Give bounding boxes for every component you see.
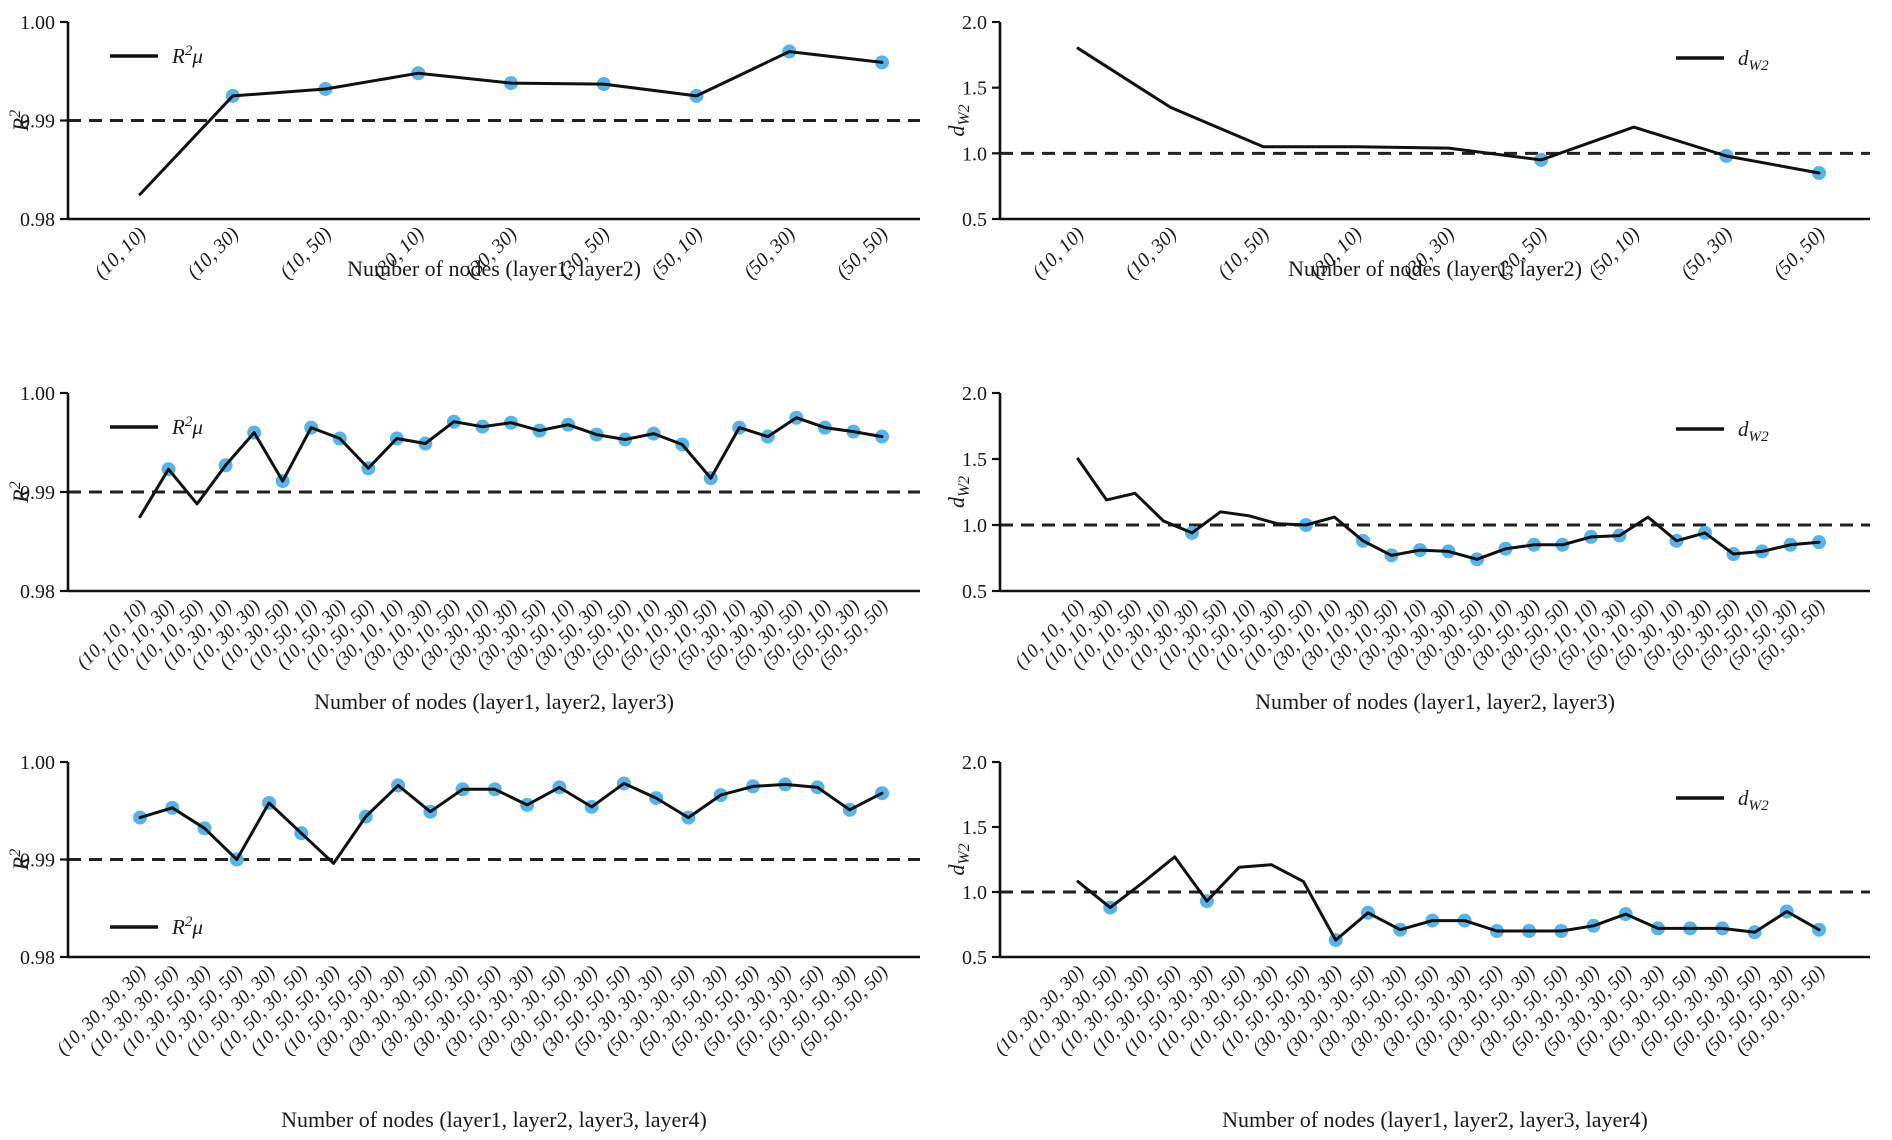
chart-dw2-4layer: 2.01.51.00.5(10, 30, 30, 30)(10, 30, 30,… (946, 752, 1870, 1132)
y-tick-label: 1.00 (20, 752, 55, 774)
legend-label: R2μ (171, 914, 203, 939)
panel-r2-3layer: 1.00 0.99 0.98 (10, 10, 10) (10, 10, 30) (10,… (0, 305, 946, 715)
x-tick-label: (50, 30) (739, 223, 800, 284)
x-tick-label: (10, 30) (1121, 223, 1182, 284)
x-tick-label: (10, 50) (1213, 223, 1274, 284)
y-tick-label: 2.0 (962, 752, 987, 774)
y-tick-label: 2.0 (962, 12, 987, 34)
y-tick-label: 1.5 (962, 817, 987, 839)
x-tick-label: (10, 30) (183, 223, 244, 284)
x-axis-title: Number of nodes (layer1, layer2) (347, 256, 641, 281)
panel-dw2-3layer: 2.0 1.5 1.0 0.5 (10, 10, 10) (10, 10, 30) (10,… (946, 305, 1892, 715)
x-axis-title: Number of nodes (layer1, layer2, layer3) (1255, 689, 1615, 714)
y-tick-label: 0.5 (962, 947, 987, 969)
y-tick-label: 0.5 (962, 581, 987, 603)
y-tick-label: 0.98 (20, 209, 55, 231)
y-tick-label: 1.00 (20, 12, 55, 34)
y-tick-label: 0.99 (20, 482, 55, 504)
x-tick-label: (10, 10) (90, 223, 151, 284)
x-tick-label: (50, 50) (1769, 223, 1830, 284)
legend-label: R2μ (171, 414, 203, 439)
series-line (138, 416, 884, 519)
y-axis-label: dW2 (946, 476, 973, 508)
series-line (138, 781, 884, 865)
y-tick-label: 1.5 (962, 78, 987, 100)
legend-label: dW2 (1738, 417, 1769, 445)
legend-label: R2μ (171, 43, 203, 68)
panel-dw2-4layer: 2.0 1.5 1.0 0.5 (10, 30, 30, 30) (10, 30, 30,… (946, 715, 1892, 1140)
y-tick-label: 0.5 (962, 209, 987, 231)
x-tick-label: (50, 10) (647, 223, 708, 284)
y-tick-label: 0.99 (20, 111, 55, 133)
y-tick-label: 2.0 (962, 383, 987, 405)
y-tick-label: 1.0 (962, 515, 987, 537)
y-tick-label: 1.00 (20, 383, 55, 405)
y-axis-label: dW2 (946, 104, 973, 136)
x-axis-title: Number of nodes (layer1, layer2, layer3,… (1222, 1107, 1648, 1132)
panel-r2-2layer: 1.00 0.99 0.98 (10, 10) (10, 30) (10, 50) (30,… (0, 0, 946, 305)
chart-dw2-2layer: 2.01.51.00.5(10, 10) (10, 30) (10, 50) (30,… (946, 12, 1870, 284)
x-tick-label: (50, 10) (1584, 223, 1645, 284)
chart-r2-2layer: 1.000.990.98(10, 10) (10, 30) (10, 50) (30,… (7, 12, 920, 284)
x-tick-label: (50, 50) (832, 223, 893, 284)
panel-r2-4layer: 1.00 0.99 0.98 (10, 30, 30, 30) (10, 30, 30,… (0, 715, 946, 1140)
chart-dw2-3layer: 2.01.51.00.5(10, 10, 10)(10, 10, 30)(10,… (946, 383, 1870, 714)
x-tick-label: (10, 50) (276, 223, 337, 284)
y-tick-label: 1.0 (962, 143, 987, 165)
panel-dw2-2layer: 2.0 1.5 1.0 0.5 (10, 10) (10, 30) (10, 50) (30,… (946, 0, 1892, 305)
x-axis-title: Number of nodes (layer1, layer2) (1288, 256, 1582, 281)
chart-r2-4layer: 1.000.990.98(10, 30, 30, 30)(10, 30, 30,… (7, 752, 920, 1132)
series-line (138, 50, 884, 196)
legend-label: dW2 (1738, 786, 1769, 814)
y-axis-label: R2 (7, 481, 33, 503)
x-tick-label: (50, 30) (1677, 223, 1738, 284)
series-line (1076, 855, 1821, 942)
x-tick-label: (10, 10) (1028, 223, 1089, 284)
legend-label: dW2 (1738, 46, 1769, 74)
y-tick-label: 1.0 (962, 882, 987, 904)
chart-r2-3layer: 1.000.990.98(10, 10, 10)(10, 10, 30)(10,… (7, 383, 920, 714)
y-tick-label: 1.5 (962, 449, 987, 471)
x-axis-title: Number of nodes (layer1, layer2, layer3) (314, 689, 674, 714)
y-tick-label: 0.99 (20, 850, 55, 872)
y-tick-label: 0.98 (20, 581, 55, 603)
y-axis-label: R2 (7, 110, 33, 132)
series-line (1076, 46, 1821, 175)
series-line (1076, 457, 1821, 561)
y-tick-label: 0.98 (20, 947, 55, 969)
x-axis-title: Number of nodes (layer1, layer2, layer3,… (281, 1107, 707, 1132)
y-axis-label: dW2 (946, 843, 973, 875)
y-axis-label: R2 (7, 849, 33, 871)
